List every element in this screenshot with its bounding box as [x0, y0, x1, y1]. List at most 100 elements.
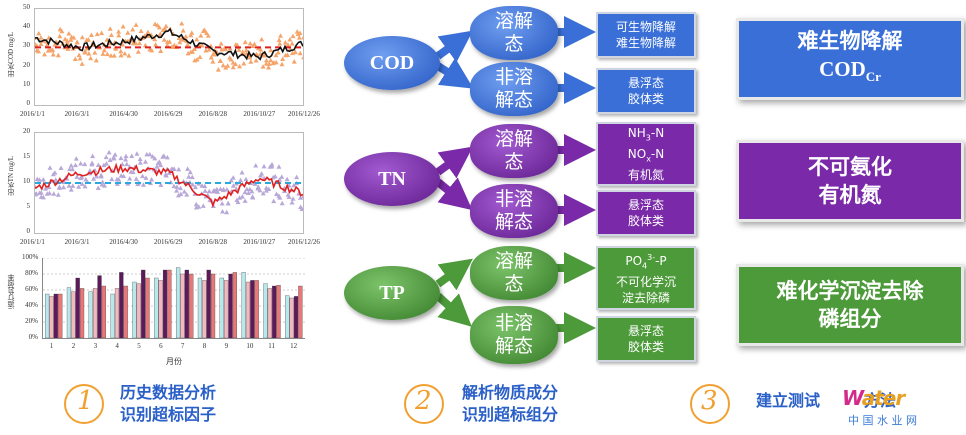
- sample-point: [215, 189, 221, 194]
- sample-point: [164, 154, 170, 160]
- xtick-label: 2016/4/30: [109, 238, 138, 246]
- sample-point: [108, 53, 114, 58]
- ytick-label: 50: [23, 3, 30, 11]
- sample-point: [181, 189, 187, 194]
- cod-ellipse: COD: [344, 36, 440, 90]
- sample-point: [50, 47, 56, 53]
- sample-point: [38, 41, 44, 47]
- bar: [232, 272, 237, 339]
- sample-point: [297, 50, 303, 56]
- bar: [267, 288, 272, 339]
- bar: [241, 272, 246, 339]
- sample-point: [176, 166, 182, 172]
- sample-point: [104, 51, 110, 57]
- sample-point: [296, 35, 302, 40]
- bar: [58, 293, 63, 339]
- sample-point: [92, 50, 98, 55]
- sample-point: [79, 34, 85, 40]
- sample-point: [178, 185, 184, 191]
- sample-point: [123, 156, 129, 162]
- sample-point: [215, 67, 221, 72]
- step3-line1: 建立测试 方法: [756, 390, 896, 411]
- sample-point: [289, 41, 295, 46]
- sample-point: [225, 200, 231, 206]
- bar: [66, 287, 72, 339]
- sample-point: [44, 42, 50, 47]
- sample-point: [272, 173, 278, 179]
- sample-point: [101, 183, 107, 188]
- sample-point: [64, 38, 70, 43]
- sample-point: [103, 154, 109, 160]
- ytick-label: 0: [26, 227, 31, 235]
- sample-point: [123, 153, 129, 159]
- sample-point: [247, 54, 253, 60]
- xtick-label: 1: [49, 342, 54, 350]
- sample-point: [158, 162, 164, 168]
- cod-box1-line2: 难生物降解: [615, 36, 676, 50]
- tn-box-dissolved: NH3-N NOx-N 有机氮: [596, 122, 696, 186]
- sample-point: [116, 32, 122, 38]
- sample-point: [248, 59, 254, 64]
- result-cod-box: 难生物降解 CODCr: [736, 18, 964, 100]
- step3-digit: 3: [701, 386, 718, 416]
- sample-point: [180, 28, 186, 33]
- sample-point: [200, 28, 206, 34]
- bar: [162, 269, 168, 339]
- sample-point: [50, 52, 56, 57]
- xtick-label: 2016/8/28: [198, 110, 228, 118]
- step2-ring: [404, 384, 444, 424]
- sample-point: [186, 174, 192, 179]
- sample-point: [36, 30, 42, 36]
- bar: [285, 295, 290, 339]
- bar: [88, 291, 93, 339]
- sample-point: [68, 37, 74, 42]
- sample-point: [43, 186, 49, 191]
- sample-point: [36, 48, 42, 54]
- sample-point: [217, 58, 223, 63]
- sample-point: [234, 197, 240, 202]
- step2-line1: 解析物质成分: [462, 383, 559, 402]
- sample-point: [163, 23, 169, 29]
- sample-point: [194, 36, 200, 42]
- bar: [167, 269, 172, 339]
- sample-point: [98, 172, 104, 178]
- bar: [75, 277, 80, 339]
- sample-point: [189, 174, 195, 180]
- sample-point: [152, 36, 158, 42]
- step3-text-b: 方法: [864, 391, 897, 410]
- bar: [197, 277, 203, 339]
- cod-box-undissolved: 悬浮态 胶体类: [596, 68, 696, 114]
- sample-point: [187, 169, 193, 175]
- xtick-label: 2016/1/1: [20, 110, 45, 118]
- sample-point: [291, 182, 297, 188]
- sample-point: [51, 191, 57, 196]
- sample-point: [70, 183, 76, 188]
- sample-point: [275, 50, 281, 55]
- sample-point: [273, 59, 279, 65]
- sample-point: [77, 55, 83, 61]
- tn-box-undissolved: 悬浮态 胶体类: [596, 190, 696, 236]
- sample-point: [142, 159, 148, 164]
- sample-point: [82, 183, 88, 189]
- sample-point: [185, 50, 191, 56]
- step1-digit: 1: [77, 386, 94, 416]
- sample-point: [133, 40, 139, 46]
- bar: [101, 285, 106, 339]
- sample-point: [230, 64, 236, 70]
- sample-point: [242, 189, 248, 195]
- sample-point: [292, 49, 298, 55]
- sample-point: [242, 39, 248, 45]
- sample-point: [214, 186, 220, 192]
- sample-point: [285, 42, 291, 47]
- sample-point: [230, 60, 236, 65]
- sample-point: [111, 53, 117, 58]
- sample-point: [301, 54, 307, 60]
- sample-point: [191, 46, 197, 51]
- ytick-label: 10: [23, 79, 30, 88]
- sample-point: [206, 188, 212, 194]
- sample-point: [294, 174, 300, 180]
- sample-point: [241, 60, 247, 66]
- ytick-label: 80%: [25, 269, 38, 277]
- sample-point: [100, 179, 106, 184]
- sample-point: [120, 42, 126, 47]
